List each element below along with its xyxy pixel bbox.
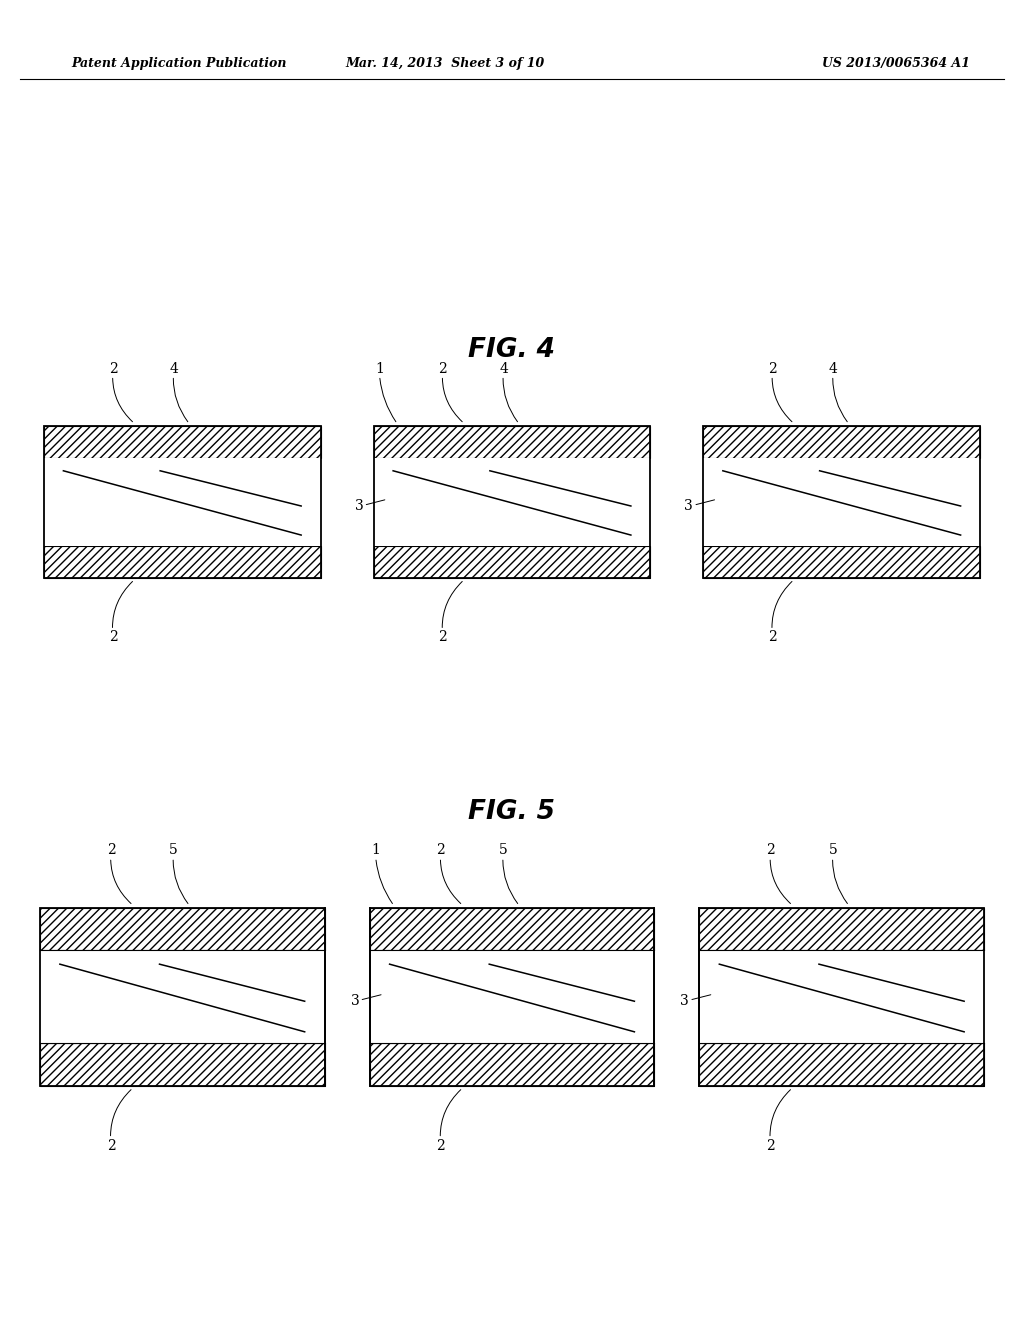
Bar bbox=[370, 908, 654, 1085]
Text: FIG. 5: FIG. 5 bbox=[469, 799, 555, 825]
Text: 3: 3 bbox=[684, 499, 715, 513]
Bar bbox=[40, 950, 325, 1043]
Bar bbox=[370, 908, 654, 950]
Bar bbox=[703, 425, 980, 578]
Text: 2: 2 bbox=[109, 581, 132, 644]
Text: 2: 2 bbox=[106, 843, 131, 903]
Bar bbox=[699, 1043, 984, 1085]
Text: 2: 2 bbox=[436, 1090, 461, 1152]
Bar bbox=[374, 425, 650, 578]
Text: FIG. 4: FIG. 4 bbox=[469, 337, 555, 363]
Bar bbox=[699, 908, 984, 1085]
Bar bbox=[703, 425, 980, 578]
Text: 5: 5 bbox=[169, 843, 188, 903]
Bar bbox=[370, 1043, 654, 1085]
Text: 2: 2 bbox=[768, 581, 792, 644]
Text: 4: 4 bbox=[170, 362, 187, 422]
Bar bbox=[374, 425, 650, 458]
Text: 1: 1 bbox=[375, 362, 396, 422]
Text: US 2013/0065364 A1: US 2013/0065364 A1 bbox=[822, 57, 970, 70]
Bar bbox=[699, 908, 984, 1085]
Bar bbox=[374, 458, 650, 545]
Text: 4: 4 bbox=[829, 362, 847, 422]
Text: 2: 2 bbox=[438, 581, 462, 644]
Bar bbox=[40, 908, 325, 1085]
Text: 2: 2 bbox=[438, 362, 462, 422]
Bar bbox=[374, 545, 650, 578]
Bar bbox=[40, 1043, 325, 1085]
Bar bbox=[44, 425, 321, 458]
Text: 1: 1 bbox=[371, 843, 392, 903]
Text: 2: 2 bbox=[109, 362, 132, 422]
Bar bbox=[703, 458, 980, 545]
Bar bbox=[370, 908, 654, 1085]
Text: 5: 5 bbox=[828, 843, 848, 903]
Bar bbox=[699, 908, 984, 950]
Text: 3: 3 bbox=[350, 994, 381, 1008]
Bar bbox=[703, 545, 980, 578]
Bar bbox=[40, 908, 325, 950]
Bar bbox=[699, 950, 984, 1043]
Text: 2: 2 bbox=[768, 362, 792, 422]
Text: 5: 5 bbox=[499, 843, 518, 903]
Bar bbox=[703, 425, 980, 458]
Text: 3: 3 bbox=[680, 994, 711, 1008]
Bar bbox=[374, 425, 650, 578]
Bar bbox=[44, 425, 321, 578]
Text: 2: 2 bbox=[766, 843, 791, 903]
Text: 2: 2 bbox=[436, 843, 461, 903]
Bar bbox=[370, 950, 654, 1043]
Text: Mar. 14, 2013  Sheet 3 of 10: Mar. 14, 2013 Sheet 3 of 10 bbox=[346, 57, 545, 70]
Text: 2: 2 bbox=[106, 1090, 131, 1152]
Text: 4: 4 bbox=[500, 362, 517, 422]
Text: 2: 2 bbox=[766, 1090, 791, 1152]
Bar bbox=[44, 545, 321, 578]
Text: Patent Application Publication: Patent Application Publication bbox=[72, 57, 287, 70]
Bar bbox=[40, 908, 325, 1085]
Bar bbox=[44, 458, 321, 545]
Bar bbox=[44, 425, 321, 578]
Text: 3: 3 bbox=[354, 499, 385, 513]
